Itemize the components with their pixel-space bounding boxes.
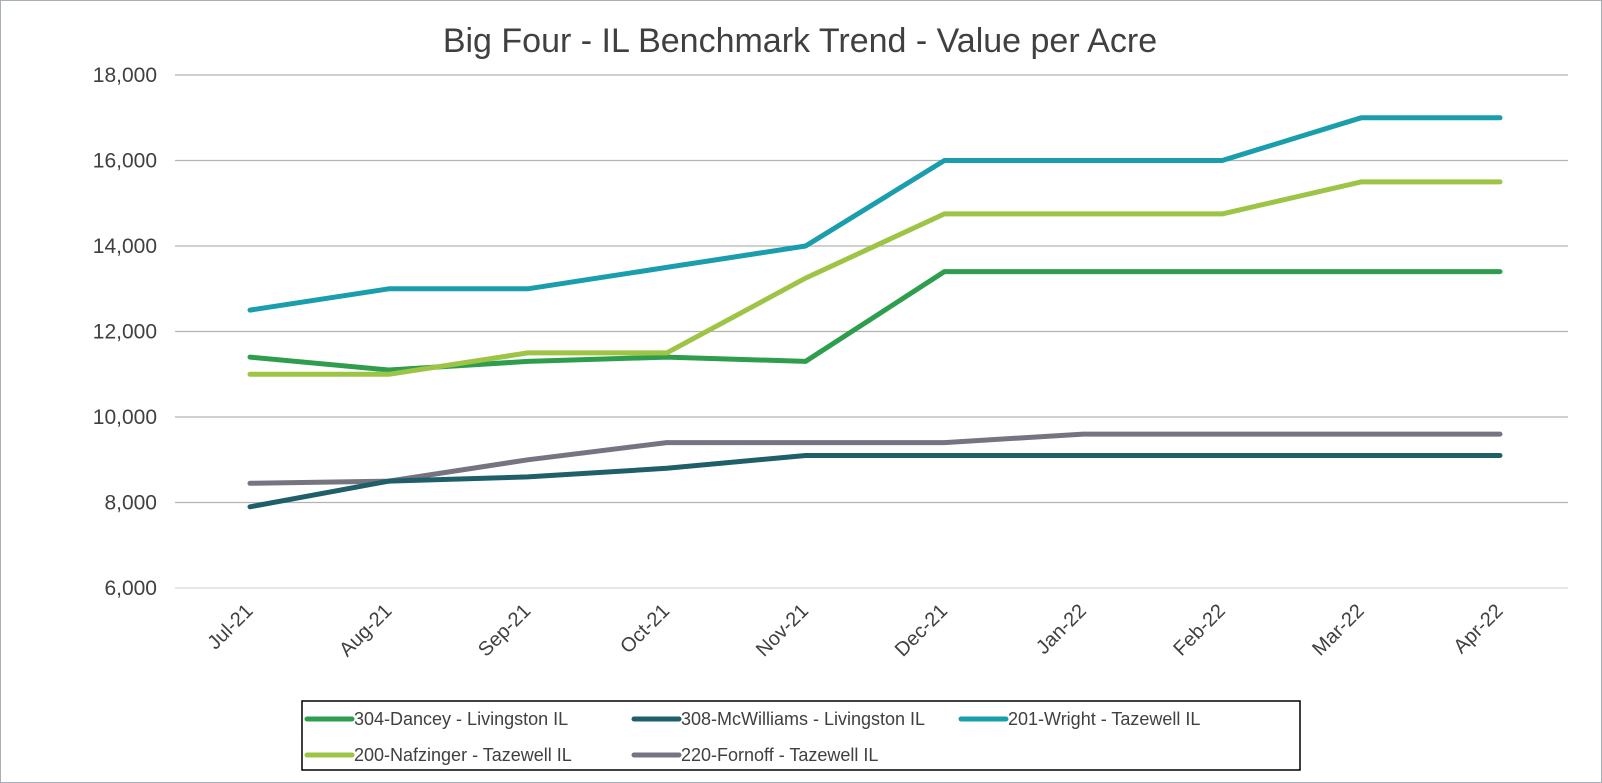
gridlines <box>175 74 1568 589</box>
legend-label: 201-Wright - Tazewell IL <box>1008 709 1200 729</box>
y-axis-ticks: 6,000 8,000 10,000 12,000 14,000 16,000 18,000 <box>93 64 157 600</box>
x-tick-label: Jul-21 <box>203 600 257 654</box>
y-tick-label: 12,000 <box>93 321 157 344</box>
series-line <box>247 453 1503 510</box>
series-lines <box>247 115 1503 510</box>
y-tick-label: 18,000 <box>93 64 157 87</box>
series-line <box>247 179 1503 377</box>
y-tick-label: 8,000 <box>104 492 157 515</box>
y-tick-label: 10,000 <box>93 406 157 429</box>
x-tick-label: Sep-21 <box>474 600 535 661</box>
y-tick-label: 16,000 <box>93 150 157 173</box>
legend-label: 308-McWilliams - Livingston IL <box>681 709 925 729</box>
legend-label: 200-Nafzinger - Tazewell IL <box>354 745 572 765</box>
series-line <box>247 115 1503 313</box>
x-tick-label: Mar-22 <box>1308 600 1368 660</box>
y-tick-label: 14,000 <box>93 235 157 258</box>
x-tick-label: Oct-21 <box>616 600 674 658</box>
legend-label: 304-Dancey - Livingston IL <box>354 709 568 729</box>
x-tick-label: Apr-22 <box>1450 600 1508 658</box>
x-tick-label: Aug-21 <box>335 600 396 661</box>
chart-title: Big Four - IL Benchmark Trend - Value pe… <box>443 22 1157 60</box>
x-tick-label: Nov-21 <box>752 600 813 661</box>
legend: 304-Dancey - Livingston IL 308-McWilliams… <box>301 700 1301 771</box>
legend-items: 304-Dancey - Livingston IL 308-McWilliams… <box>304 709 1200 765</box>
x-tick-label: Dec-21 <box>891 600 952 661</box>
y-tick-label: 6,000 <box>104 577 157 600</box>
legend-box <box>301 700 1301 771</box>
legend-label: 220-Fornoff - Tazewell IL <box>681 745 878 765</box>
x-axis-ticks: Jul-21 Aug-21 Sep-21 Oct-21 Nov-21 Dec-21 Jan-… <box>203 600 1507 661</box>
x-tick-label: Feb-22 <box>1169 600 1229 660</box>
series-line <box>247 431 1503 486</box>
x-tick-label: Jan-22 <box>1032 600 1091 659</box>
